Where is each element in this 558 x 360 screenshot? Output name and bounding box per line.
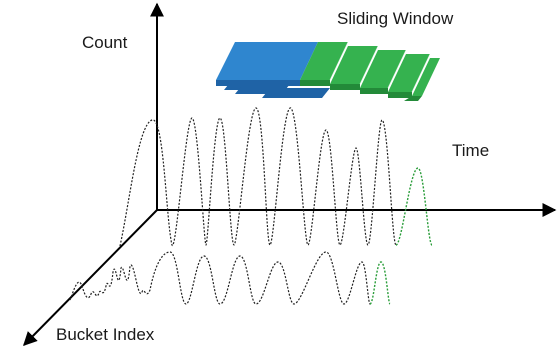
time-wave bbox=[119, 107, 397, 247]
sliding-window-label: Sliding Window bbox=[337, 9, 454, 28]
bucket-index-axis bbox=[23, 209, 158, 346]
time-axis-label: Time bbox=[452, 141, 490, 160]
count-axis-label: Count bbox=[82, 33, 128, 52]
time-wave-new-segment bbox=[395, 167, 433, 246]
sliding-window-block bbox=[216, 41, 440, 101]
bucket-wave-new-segment bbox=[369, 261, 391, 305]
bucket-index-axis-label: Bucket Index bbox=[56, 325, 155, 344]
bucket-wave bbox=[69, 251, 371, 305]
